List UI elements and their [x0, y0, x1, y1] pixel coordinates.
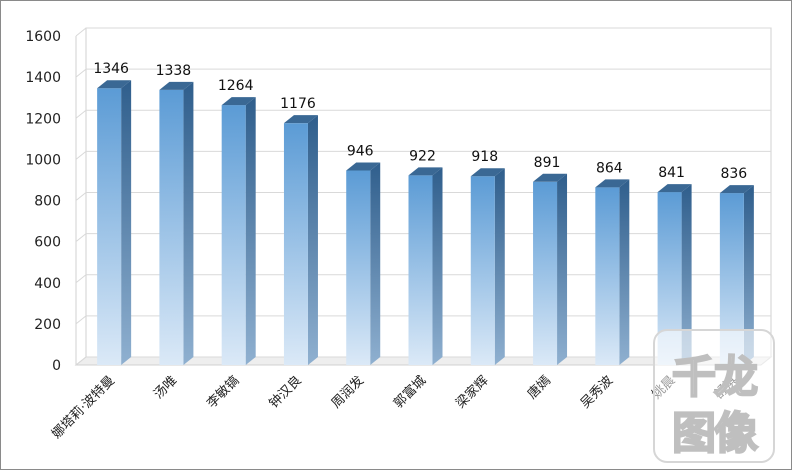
bar-front	[346, 170, 371, 365]
bar-top	[595, 179, 630, 188]
x-axis-labels: 娜塔莉·波特曼汤唯李敏镐钟汉良周润发郭富城梁家辉唐嫣吴秀波姚晨舒淇	[49, 373, 740, 442]
x-category-label: 唐嫣	[524, 373, 554, 403]
y-tick-label: 0	[52, 358, 61, 374]
bar-top	[159, 81, 194, 90]
data-label: 1264	[218, 78, 254, 94]
gridline	[75, 68, 771, 78]
x-category-label: 周润发	[328, 373, 367, 412]
data-labels: 1346 1338 1264 1176 946 922 918 891 864 841 836	[93, 61, 747, 182]
y-tick-label: 800	[34, 194, 61, 210]
bar	[595, 179, 630, 365]
bar	[159, 81, 194, 365]
data-label: 1338	[156, 63, 192, 79]
data-label: 836	[720, 166, 747, 182]
bar-front	[533, 181, 558, 365]
bar-top	[283, 115, 318, 124]
x-category-label: 郭富城	[390, 373, 429, 412]
bar-top	[221, 97, 256, 106]
bar-side	[245, 97, 256, 365]
gridline	[75, 109, 771, 119]
x-category-label: 娜塔莉·波特曼	[49, 373, 118, 442]
x-category-label: 李敏镐	[204, 373, 243, 412]
bar	[470, 168, 505, 365]
y-tick-label: 600	[34, 235, 61, 251]
data-label: 946	[347, 143, 374, 159]
bar-side	[619, 179, 630, 365]
bar-top	[97, 80, 132, 89]
data-label: 891	[534, 155, 561, 171]
data-label: 1176	[280, 96, 316, 112]
data-label: 918	[471, 149, 498, 165]
bar-side	[743, 185, 754, 365]
data-label: 922	[409, 148, 436, 164]
watermark-line2: 图像	[671, 407, 759, 460]
bar-top	[533, 173, 568, 182]
y-tick-label: 1400	[25, 70, 61, 86]
data-label: 864	[596, 160, 623, 176]
bar-side	[681, 184, 692, 365]
y-tick-label: 400	[34, 276, 61, 292]
bar-side	[370, 162, 381, 365]
bar-front	[408, 175, 433, 365]
watermark-logo: 千龙 图像	[653, 329, 775, 463]
bar-top	[408, 167, 443, 176]
x-category-label: 汤唯	[151, 373, 180, 402]
bar-front	[595, 187, 620, 365]
bar-side	[183, 81, 194, 365]
bar-top	[657, 184, 692, 193]
bar-front	[97, 88, 122, 365]
bar	[408, 167, 443, 365]
bar-side	[494, 168, 505, 365]
y-axis-ticks: 0 200 400 600 800 1000 1200 1400 1600	[25, 29, 61, 374]
data-label: 1346	[93, 61, 129, 77]
y-tick-label: 1200	[25, 111, 61, 127]
bar-side	[307, 115, 318, 365]
bar-top	[719, 185, 754, 194]
y-tick-label: 1600	[25, 29, 61, 45]
bar	[97, 80, 132, 365]
gridline	[75, 150, 771, 160]
bar-top	[346, 162, 381, 171]
gridline	[75, 27, 771, 37]
bar-top	[470, 168, 505, 177]
watermark-line1: 千龙	[671, 351, 759, 404]
bar	[221, 97, 256, 365]
bar	[283, 115, 318, 365]
data-label: 841	[658, 165, 685, 181]
bar-front	[221, 105, 246, 365]
y-tick-label: 200	[34, 317, 61, 333]
bar-side	[121, 80, 132, 365]
bar	[533, 173, 568, 365]
bar-front	[470, 176, 495, 365]
y-tick-label: 1000	[25, 152, 61, 168]
bar-front	[283, 123, 308, 365]
bar-front	[159, 89, 184, 365]
bar-side	[432, 167, 443, 365]
x-category-label: 梁家辉	[453, 373, 492, 412]
x-category-label: 吴秀波	[578, 373, 616, 411]
bar-side	[557, 173, 568, 365]
bars	[97, 80, 754, 365]
x-category-label: 钟汉良	[266, 373, 305, 412]
bar	[346, 162, 381, 365]
